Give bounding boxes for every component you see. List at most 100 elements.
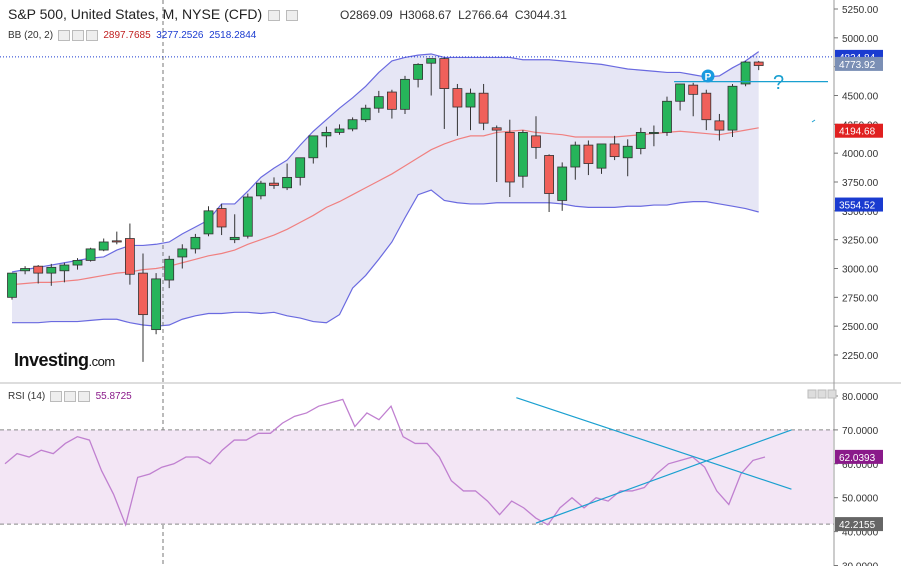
- instrument-title: S&P 500, United States, M, NYSE (CFD): [8, 6, 298, 22]
- candle-body: [439, 58, 450, 89]
- marker-p-icon: [701, 69, 715, 83]
- candle-body: [518, 132, 528, 177]
- close-icon[interactable]: [85, 30, 98, 41]
- low-value: L2766.64: [458, 8, 509, 22]
- eye-icon[interactable]: [50, 391, 63, 402]
- candle: [7, 272, 17, 300]
- rsi-label-box: [835, 449, 883, 464]
- rsi-label-box: [835, 517, 883, 532]
- pane-control-icon: [827, 389, 837, 399]
- candle-body: [255, 182, 266, 197]
- candle-body: [269, 182, 279, 186]
- candle: [596, 143, 607, 174]
- pane-control-icon: [817, 389, 827, 399]
- candle-body: [138, 272, 148, 316]
- close-icon[interactable]: [78, 391, 91, 402]
- candle: [360, 104, 371, 123]
- candle-body: [242, 196, 253, 237]
- bollinger-legend: BB (20, 2) 2897.7685 3277.2526 2518.2844: [8, 30, 256, 41]
- candle: [439, 57, 450, 129]
- candle-body: [570, 144, 581, 168]
- price-tick-label: 3500.00: [842, 207, 879, 218]
- candle-body: [347, 119, 358, 130]
- visibility-icon[interactable]: [285, 9, 298, 21]
- candle: [478, 83, 489, 131]
- rsi-line: [4, 398, 766, 527]
- investing-logo: Investing.com: [14, 350, 115, 371]
- price-label-box: [835, 197, 883, 212]
- candle: [727, 83, 738, 138]
- candle-body: [111, 240, 122, 243]
- small-mark: [811, 119, 816, 123]
- high-value: H3068.67: [399, 8, 452, 22]
- candle-body: [229, 236, 240, 241]
- candle: [151, 273, 162, 335]
- candle-body: [649, 132, 659, 134]
- candle-body: [426, 58, 437, 64]
- candle-body: [622, 145, 633, 159]
- rsi-tick-label: 50.0000: [842, 494, 879, 505]
- candle-body: [386, 91, 397, 110]
- candle: [308, 135, 319, 164]
- candle-body: [688, 84, 699, 95]
- gear-icon[interactable]: [71, 30, 84, 41]
- candle: [46, 263, 57, 286]
- candle-body: [491, 127, 502, 131]
- bollinger-upper-line: [11, 51, 760, 273]
- rsi-tick-label: 70.0000: [842, 426, 879, 437]
- candle: [20, 266, 31, 275]
- candle-body: [151, 278, 162, 331]
- candle-body: [203, 210, 214, 235]
- candle-body: [98, 241, 109, 251]
- candle-body: [596, 143, 607, 169]
- candle-body: [701, 92, 712, 121]
- price-tick-label: 2500.00: [842, 322, 879, 333]
- rsi-legend: RSI (14) 55.8725: [8, 391, 132, 402]
- candle: [557, 162, 568, 211]
- price-tick-label: 3750.00: [842, 178, 879, 189]
- candle: [216, 203, 227, 236]
- candle-body: [583, 144, 594, 164]
- candle-body: [85, 248, 96, 261]
- candle-body: [635, 132, 646, 149]
- candle: [85, 247, 96, 262]
- gear-icon[interactable]: [64, 391, 77, 402]
- candle-body: [295, 157, 306, 178]
- ohlc-readout: O2869.09 H3068.67 L2766.64 C3044.31: [340, 8, 567, 22]
- candle-body: [33, 265, 44, 274]
- candle: [177, 244, 188, 269]
- candle: [740, 60, 751, 87]
- rsi-value: 55.8725: [95, 391, 132, 403]
- candle-body: [727, 85, 738, 131]
- pane-control-icon: [807, 389, 817, 399]
- candle: [465, 88, 476, 131]
- instrument-title-text: S&P 500, United States, M, NYSE (CFD): [8, 6, 263, 22]
- close-value: C3044.31: [514, 8, 567, 22]
- logo-text: Investing: [14, 350, 89, 370]
- eye-icon[interactable]: [57, 30, 70, 41]
- rsi-trendline: [516, 397, 792, 490]
- candle: [269, 177, 279, 189]
- candle-body: [557, 166, 568, 201]
- bollinger-middle-line: [11, 127, 759, 286]
- candle: [544, 154, 554, 212]
- candle: [229, 214, 240, 244]
- candle: [570, 141, 581, 180]
- bb-lower-value: 2518.2844: [209, 30, 257, 42]
- candle-body: [125, 238, 135, 275]
- candle: [386, 89, 397, 119]
- price-label-text: 4773.92: [839, 60, 876, 71]
- rsi-tick-label: 40.0000: [842, 528, 879, 539]
- candle: [622, 139, 633, 177]
- candle: [688, 82, 699, 117]
- candle-body: [190, 236, 201, 250]
- price-tick-label: 4000.00: [842, 149, 879, 160]
- settings-icon[interactable]: [268, 9, 281, 21]
- price-label-box: [835, 123, 883, 138]
- rsi-label-text: 42.2155: [839, 520, 876, 531]
- candle-body: [7, 272, 17, 298]
- candle-body: [609, 143, 620, 158]
- candle-body: [662, 100, 672, 133]
- candle: [504, 119, 515, 197]
